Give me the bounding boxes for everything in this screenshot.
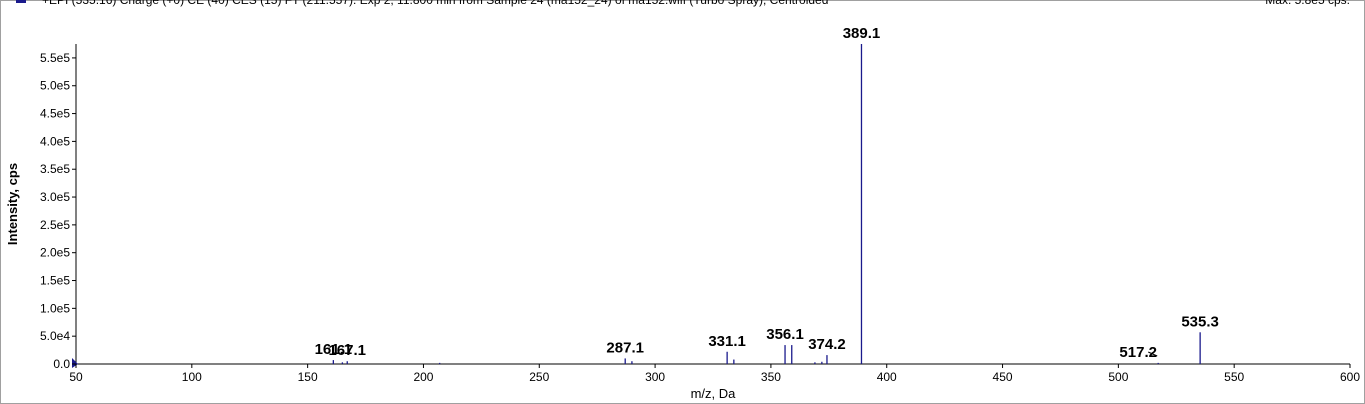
peak-label: 374.2 xyxy=(808,336,846,353)
y-tick-label: 0.0 xyxy=(53,357,70,371)
y-tick-label: 5.5e5 xyxy=(40,51,70,65)
x-tick-label: 50 xyxy=(69,370,83,384)
y-tick-label: 2.0e5 xyxy=(40,246,70,260)
peak-label: 287.1 xyxy=(606,339,644,356)
x-tick-label: 500 xyxy=(1108,370,1128,384)
x-tick-label: 150 xyxy=(298,370,318,384)
y-tick-label: 5.0e5 xyxy=(40,79,70,93)
y-tick-label: 1.0e5 xyxy=(40,301,70,315)
peak-label: 167.1 xyxy=(328,342,366,359)
legend-icon xyxy=(16,0,26,3)
x-tick-label: 400 xyxy=(877,370,897,384)
x-tick-label: 250 xyxy=(529,370,549,384)
leader-line xyxy=(1148,351,1158,357)
peak-label: 517.2 xyxy=(1119,344,1157,361)
x-tick-label: 450 xyxy=(993,370,1013,384)
max-label: Max. 5.8e5 cps. xyxy=(1265,0,1350,7)
y-tick-label: 1.5e5 xyxy=(40,274,70,288)
y-tick-label: 4.5e5 xyxy=(40,107,70,121)
chart-title: +EPI (535.16) Charge (+0) CE (40) CES (1… xyxy=(42,0,828,7)
y-tick-label: 2.5e5 xyxy=(40,218,70,232)
peak-label: 356.1 xyxy=(766,326,804,343)
peak-label: 161.1 xyxy=(315,341,353,358)
x-tick-label: 300 xyxy=(645,370,665,384)
x-tick-label: 350 xyxy=(761,370,781,384)
peak-label: 331.1 xyxy=(708,333,746,350)
x-tick-label: 600 xyxy=(1340,370,1360,384)
y-tick-label: 3.5e5 xyxy=(40,162,70,176)
y-axis-title: Intensity, cps xyxy=(5,163,20,245)
y-tick-label: 3.0e5 xyxy=(40,190,70,204)
x-tick-label: 200 xyxy=(413,370,433,384)
x-axis-title: m/z, Da xyxy=(691,386,737,401)
y-tick-label: 5.0e4 xyxy=(40,329,70,343)
axis-marker xyxy=(72,358,78,368)
x-tick-label: 550 xyxy=(1224,370,1244,384)
peak-label: 389.1 xyxy=(843,25,881,42)
x-tick-label: 100 xyxy=(182,370,202,384)
peak-label: 535.3 xyxy=(1181,313,1219,330)
y-tick-label: 4.0e5 xyxy=(40,134,70,148)
